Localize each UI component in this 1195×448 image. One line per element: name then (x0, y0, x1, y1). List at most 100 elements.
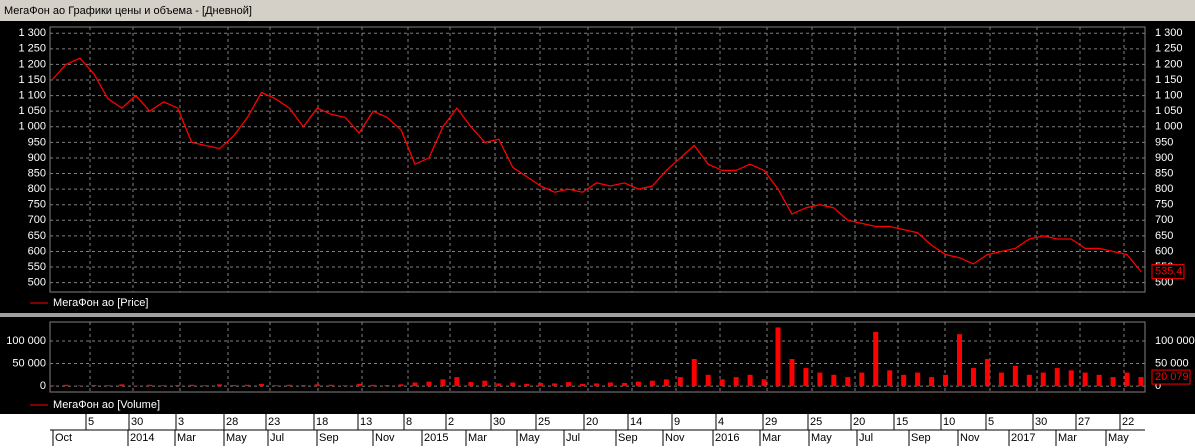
y-tick-label: 1 200 (1155, 58, 1183, 70)
y-tick-label: 550 (28, 261, 46, 273)
volume-bar (859, 372, 865, 387)
volume-bar (258, 383, 264, 387)
volume-bar (133, 385, 139, 387)
volume-bar (272, 385, 278, 387)
volume-bar (719, 379, 725, 387)
volume-bar (873, 331, 879, 387)
volume-bar (594, 383, 599, 387)
month-label: Nov (665, 432, 685, 444)
y-tick-label: 1 150 (18, 74, 46, 86)
y-tick-label: 950 (28, 136, 46, 148)
day-label: 14 (630, 416, 642, 428)
volume-bar (817, 372, 823, 387)
volume-bar (538, 382, 544, 387)
y-tick-label: 500 (1155, 277, 1173, 289)
volume-bar (803, 368, 809, 387)
last-value-box (1151, 264, 1185, 280)
month-label: 2015 (424, 432, 448, 444)
volume-bar (901, 374, 907, 387)
day-label: 8 (406, 416, 412, 428)
day-label: 28 (226, 416, 238, 428)
title-bar (0, 0, 1195, 21)
day-label: 2 (448, 416, 454, 428)
day-label: 18 (316, 416, 328, 428)
y-tick-label: 600 (28, 245, 46, 257)
month-label: Mar (1058, 432, 1077, 444)
volume-panel (0, 317, 1195, 414)
volume-bar (300, 385, 306, 387)
date-axis (0, 414, 1195, 448)
legend-label: МегаФон ао [Volume] (53, 399, 160, 411)
volume-bar (915, 372, 921, 387)
y-tick-label: 600 (1155, 245, 1173, 257)
volume-bar (217, 384, 223, 387)
y-tick-label: 850 (28, 167, 46, 179)
month-label: Jul (270, 432, 284, 444)
y-tick-label: 1 050 (18, 105, 46, 117)
price-frame (49, 26, 1146, 293)
volume-bar (984, 359, 990, 387)
y-tick-label: 650 (1155, 230, 1173, 242)
y-tick-label: 1 000 (18, 121, 46, 133)
day-label: 9 (674, 416, 680, 428)
volume-bar (384, 385, 390, 387)
volume-bar (426, 381, 432, 387)
day-label: 30 (131, 416, 143, 428)
volume-bar (580, 383, 586, 387)
y-tick-label: 1 200 (18, 58, 46, 70)
day-label: 15 (896, 416, 908, 428)
month-label: May (226, 432, 247, 444)
volume-bar (943, 374, 949, 387)
volume-bar (49, 385, 55, 387)
y-tick-label: 100 000 (1155, 335, 1195, 347)
volume-bar (244, 384, 250, 387)
y-tick-label: 900 (28, 152, 46, 164)
volume-bar (1054, 368, 1060, 387)
volume-bar (998, 372, 1004, 387)
volume-bar (705, 374, 711, 387)
volume-bar (677, 377, 683, 387)
volume-bar (314, 384, 320, 387)
y-tick-label: 0 (1155, 380, 1161, 392)
day-label: 10 (943, 416, 955, 428)
window-title: МегаФон ао Графики цены и объема - [Днев… (4, 5, 252, 17)
volume-bar (887, 370, 893, 387)
volume-frame (49, 321, 1146, 393)
volume-bar (691, 359, 697, 387)
day-label: 20 (853, 416, 865, 428)
volume-bar (761, 379, 767, 387)
volume-bar (1096, 374, 1102, 387)
volume-bar (970, 368, 976, 387)
y-tick-label: 1 050 (1155, 105, 1183, 117)
volume-bar (231, 385, 236, 387)
y-tick-label: 1 100 (1155, 89, 1183, 101)
month-label: Nov (960, 432, 980, 444)
month-label: May (1108, 432, 1129, 444)
volume-bar (566, 382, 572, 387)
month-label: Jul (566, 432, 580, 444)
day-label: 30 (1035, 416, 1047, 428)
volume-bar (663, 379, 669, 387)
volume-bar (91, 385, 97, 387)
volume-bar (161, 385, 167, 387)
month-label: Mar (468, 432, 487, 444)
legend-label: МегаФон ао [Price] (53, 297, 148, 309)
month-label: Sep (319, 432, 339, 444)
day-label: 5 (88, 416, 94, 428)
volume-bar (649, 380, 655, 387)
volume-bar (63, 384, 69, 387)
volume-bar (440, 379, 446, 387)
volume-bar (1040, 372, 1046, 387)
volume-bar (412, 382, 418, 387)
volume-bar (189, 384, 195, 387)
y-tick-label: 750 (1155, 199, 1173, 211)
last-value-label: 20 079 (1155, 371, 1189, 383)
month-label: Sep (618, 432, 638, 444)
y-tick-label: 1 300 (1155, 27, 1183, 39)
volume-bar (1082, 372, 1088, 387)
volume-bar (552, 383, 558, 387)
y-tick-label: 500 (28, 277, 46, 289)
volume-bar (1012, 365, 1018, 387)
